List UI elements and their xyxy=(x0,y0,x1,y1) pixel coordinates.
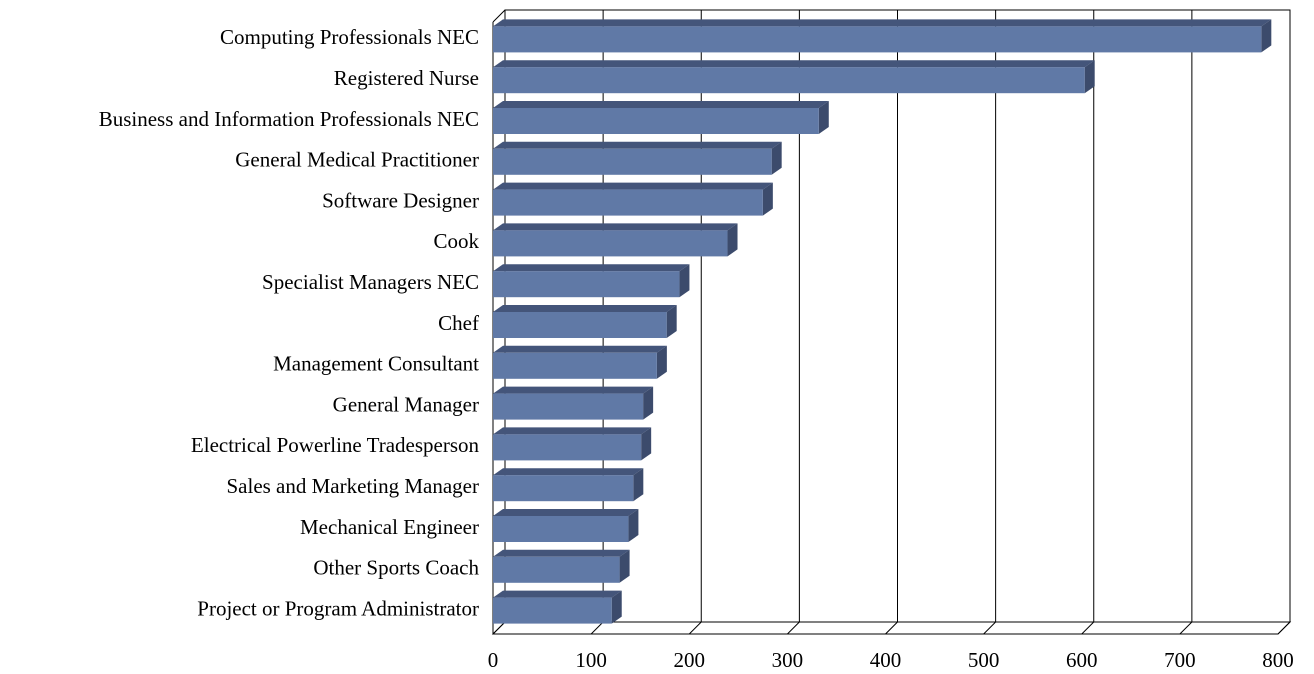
bar-side xyxy=(727,223,738,257)
bar-front xyxy=(493,148,772,175)
bar xyxy=(493,427,652,461)
bar xyxy=(493,590,622,624)
y-tick-label: Specialist Managers NEC xyxy=(262,270,479,294)
bar-side xyxy=(628,509,639,542)
bar-front xyxy=(493,189,763,216)
y-tick-label: Mechanical Engineer xyxy=(300,515,479,539)
x-tick-label: 600 xyxy=(1066,648,1098,672)
bar-front xyxy=(493,556,620,583)
floor-grid-line xyxy=(688,621,702,635)
bar xyxy=(493,549,630,583)
bar-top xyxy=(493,305,677,312)
bar-side xyxy=(633,468,644,502)
bar xyxy=(493,141,782,175)
y-tick-label: Project or Program Administrator xyxy=(197,596,479,620)
bar-top xyxy=(493,386,654,394)
bar-front xyxy=(493,230,728,257)
bar-front xyxy=(493,26,1262,53)
bar-top xyxy=(493,590,622,598)
bar-front xyxy=(493,516,629,542)
bar-top xyxy=(493,141,782,149)
bar-top xyxy=(493,223,738,231)
y-tick-label: Management Consultant xyxy=(273,352,479,376)
bar-front xyxy=(493,393,644,420)
bar-top xyxy=(493,60,1095,68)
x-tick-label: 500 xyxy=(968,648,1000,672)
bar-front xyxy=(493,108,819,134)
bar xyxy=(493,60,1095,94)
y-tick-label: Other Sports Coach xyxy=(313,556,479,580)
bar-front xyxy=(493,434,642,461)
x-tick-label: 0 xyxy=(488,648,499,672)
bar xyxy=(493,223,738,257)
y-tick-label: Registered Nurse xyxy=(334,66,479,90)
bar-side xyxy=(762,182,773,216)
bar xyxy=(493,264,690,298)
bar-side xyxy=(619,549,630,583)
bar-front xyxy=(493,597,612,624)
bar-side xyxy=(771,141,782,175)
bar-top xyxy=(493,264,690,272)
floor-grid-line xyxy=(787,621,800,635)
y-tick-label: Electrical Powerline Tradesperson xyxy=(191,433,480,457)
x-tick-label: 100 xyxy=(575,648,607,672)
bar-side xyxy=(666,305,677,338)
bar-side xyxy=(1261,19,1272,53)
floor-grid-line xyxy=(590,621,604,635)
bar-top xyxy=(493,549,630,557)
floor-grid-line xyxy=(492,621,506,635)
bar-top xyxy=(493,427,652,435)
bar-front xyxy=(493,352,657,379)
bar xyxy=(493,509,639,542)
y-tick-label: Cook xyxy=(433,229,479,253)
floor-grid-line xyxy=(885,621,898,635)
bar-side xyxy=(1084,60,1095,94)
bar-front xyxy=(493,271,680,298)
bar xyxy=(493,101,829,134)
bar xyxy=(493,305,677,338)
y-axis-top xyxy=(492,9,506,23)
y-tick-label: General Manager xyxy=(333,392,479,416)
bar-front xyxy=(493,475,634,502)
bar xyxy=(493,19,1272,53)
bar-top xyxy=(493,19,1272,27)
x-tick-label: 800 xyxy=(1262,648,1294,672)
x-tick-label: 200 xyxy=(674,648,706,672)
bar xyxy=(493,468,644,502)
bar-top xyxy=(493,509,639,516)
y-tick-label: Chef xyxy=(438,311,479,335)
y-tick-label: General Medical Practitioner xyxy=(235,148,479,172)
bar-side xyxy=(611,590,622,624)
bar-side xyxy=(656,345,667,379)
bar-top xyxy=(493,101,829,108)
floor-grid-line xyxy=(983,621,996,635)
x-tick-label: 400 xyxy=(870,648,902,672)
y-tick-label: Software Designer xyxy=(322,188,479,212)
x-tick-label: 700 xyxy=(1164,648,1196,672)
x-tick-label: 300 xyxy=(772,648,804,672)
y-tick-label: Business and Information Professionals N… xyxy=(99,107,479,131)
floor-grid-line xyxy=(1179,621,1193,635)
bar-side xyxy=(679,264,690,298)
bar-front xyxy=(493,67,1085,94)
floor-grid-line xyxy=(1081,621,1095,635)
bar-side xyxy=(818,101,829,134)
bar-front xyxy=(493,312,667,338)
bar-side xyxy=(643,386,654,420)
floor-grid-line xyxy=(1277,621,1291,635)
bar xyxy=(493,182,773,216)
y-tick-label: Computing Professionals NEC xyxy=(220,25,479,49)
bar xyxy=(493,386,654,420)
bar-top xyxy=(493,182,773,190)
y-tick-label: Sales and Marketing Manager xyxy=(226,474,479,498)
bar-top xyxy=(493,468,644,476)
bar-side xyxy=(641,427,652,461)
bar xyxy=(493,345,667,379)
bar-top xyxy=(493,345,667,353)
